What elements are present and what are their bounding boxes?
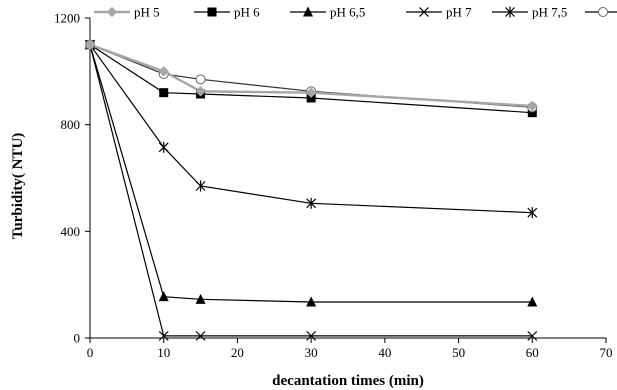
x-tick-label: 30 (305, 345, 318, 360)
data-point (527, 100, 538, 112)
legend-item: pH 5 (94, 5, 160, 20)
data-point (306, 197, 317, 209)
x-tick-label: 50 (452, 345, 465, 360)
legend-item: pH 8 (585, 7, 617, 17)
data-point (306, 93, 316, 103)
legend-label: pH 6,5 (330, 5, 365, 20)
data-point (158, 330, 169, 341)
x-tick-label: 70 (600, 345, 613, 360)
legend-item: pH 7,5 (492, 5, 567, 20)
series-line-2 (89, 44, 533, 303)
y-axis-title: Turbidity( NTU) (10, 133, 26, 240)
legend-item: pH 6 (194, 5, 260, 20)
legend-marker (106, 6, 118, 18)
y-tick-label: 0 (74, 331, 81, 346)
data-point (305, 87, 317, 98)
data-point (195, 180, 206, 192)
legend-marker (207, 7, 217, 17)
x-tick-label: 0 (87, 345, 94, 360)
legend-label: pH 7,5 (532, 5, 567, 20)
x-axis-title: decantation times (min) (272, 373, 424, 389)
y-tick-label: 1200 (54, 11, 80, 26)
data-point (306, 296, 317, 307)
x-tick-label: 60 (526, 345, 539, 360)
data-point (527, 296, 538, 307)
x-tick-label: 20 (231, 345, 244, 360)
legend: pH 5 pH 6 pH 6,5 pH 7 pH 7,5 pH 8 (94, 5, 617, 20)
legend-label: pH 5 (134, 5, 160, 20)
data-point (195, 330, 206, 341)
data-point (158, 291, 169, 302)
legend-marker (598, 7, 608, 17)
legend-marker (419, 7, 429, 17)
data-point (527, 207, 538, 219)
y-tick-label: 400 (61, 224, 81, 239)
data-point (306, 330, 317, 341)
legend-label: pH 7 (446, 5, 472, 20)
y-tick-label: 800 (61, 117, 81, 132)
series-markers (84, 39, 538, 341)
data-point (159, 88, 169, 98)
legend-marker (505, 6, 515, 18)
data-point (195, 74, 206, 85)
data-point (195, 293, 206, 304)
data-point (158, 141, 169, 153)
legend-label: pH 6 (234, 5, 260, 20)
data-point (84, 39, 96, 50)
data-point (527, 108, 537, 118)
x-tick-label: 10 (157, 345, 170, 360)
x-tick-label: 40 (378, 345, 391, 360)
legend-marker (303, 6, 313, 17)
data-point (527, 330, 538, 341)
legend-item: pH 6,5 (290, 5, 365, 20)
data-point (158, 66, 169, 77)
data-point (195, 86, 206, 97)
axes: 0 400 800 1200 0 10 20 30 40 50 60 70 (54, 11, 613, 361)
legend-item: pH 7 (406, 5, 472, 20)
